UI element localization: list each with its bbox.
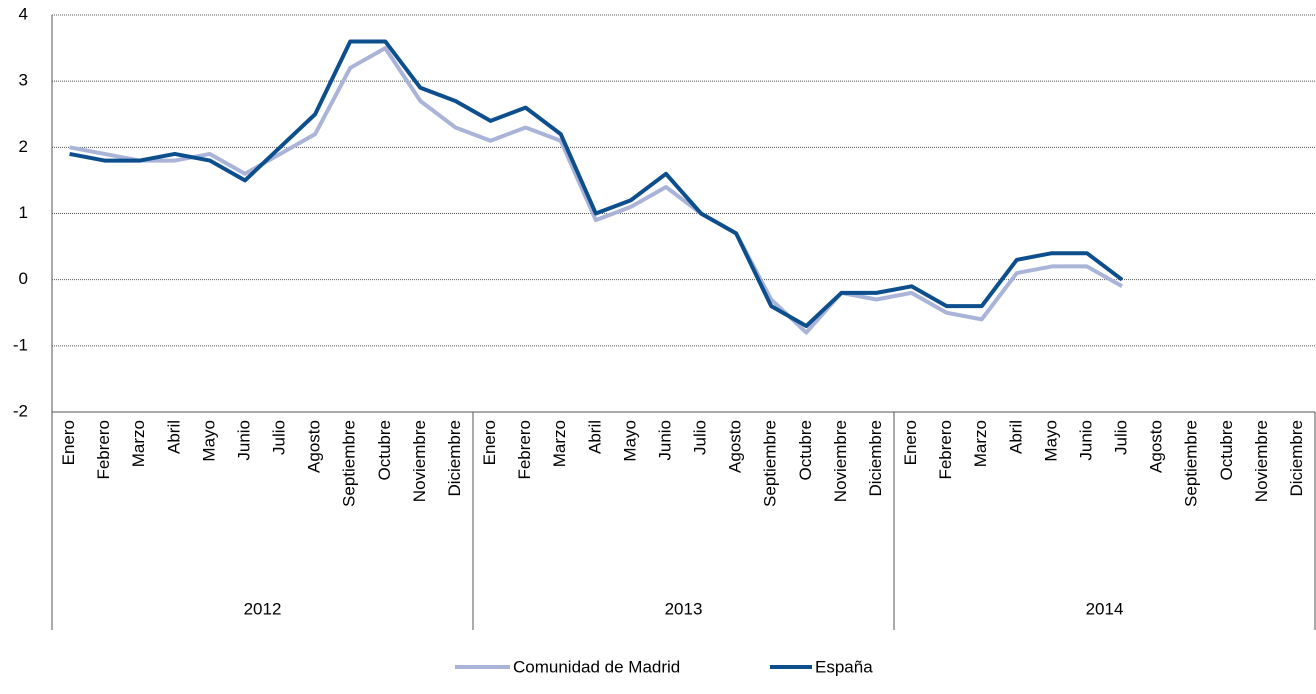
legend-label: Comunidad de Madrid xyxy=(513,657,680,676)
x-tick-label: Mayo xyxy=(199,420,218,462)
x-tick-label: Septiembre xyxy=(1182,420,1201,507)
x-tick-label: Noviembre xyxy=(410,420,429,502)
x-tick-label: Julio xyxy=(1112,420,1131,455)
y-tick-label: 2 xyxy=(19,137,28,156)
group-label: 2012 xyxy=(244,599,282,618)
x-tick-label: Noviembre xyxy=(1252,420,1271,502)
x-tick-label: Octubre xyxy=(796,420,815,480)
x-tick-label: Febrero xyxy=(515,420,534,480)
x-tick-label: Febrero xyxy=(936,420,955,480)
y-tick-label: 0 xyxy=(19,269,28,288)
x-tick-label: Agosto xyxy=(726,420,745,473)
x-tick-label: Abril xyxy=(1006,420,1025,454)
y-tick-label: 1 xyxy=(19,203,28,222)
x-tick-label: Octubre xyxy=(1217,420,1236,480)
x-tick-label: Marzo xyxy=(971,420,990,467)
x-tick-label: Abril xyxy=(164,420,183,454)
y-tick-label: 4 xyxy=(19,4,28,23)
x-tick-label: Diciembre xyxy=(445,420,464,497)
x-tick-label: Enero xyxy=(59,420,78,465)
x-tick-label: Marzo xyxy=(550,420,569,467)
y-tick-label: -1 xyxy=(13,335,28,354)
x-tick-label: Abril xyxy=(585,420,604,454)
legend-label: España xyxy=(815,657,873,676)
x-tick-label: Noviembre xyxy=(831,420,850,502)
x-tick-label: Enero xyxy=(480,420,499,465)
x-tick-label: Mayo xyxy=(1041,420,1060,462)
x-tick-label: Julio xyxy=(691,420,710,455)
x-tick-label: Marzo xyxy=(129,420,148,467)
x-tick-label: Febrero xyxy=(94,420,113,480)
x-tick-label: Diciembre xyxy=(866,420,885,497)
x-tick-label: Agosto xyxy=(1147,420,1166,473)
series-line xyxy=(69,46,1124,335)
x-tick-label: Junio xyxy=(234,420,253,461)
x-tick-label: Octubre xyxy=(375,420,394,480)
x-tick-label: Junio xyxy=(655,420,674,461)
x-tick-label: Julio xyxy=(270,420,289,455)
x-tick-label: Septiembre xyxy=(340,420,359,507)
group-label: 2013 xyxy=(665,599,703,618)
x-tick-label: Junio xyxy=(1076,420,1095,461)
y-tick-label: 3 xyxy=(19,71,28,90)
x-tick-label: Diciembre xyxy=(1287,420,1306,497)
y-tick-label: -2 xyxy=(13,401,28,420)
series-line xyxy=(69,39,1124,328)
x-tick-label: Agosto xyxy=(305,420,324,473)
x-tick-label: Enero xyxy=(901,420,920,465)
x-tick-label: Septiembre xyxy=(761,420,780,507)
x-tick-label: Mayo xyxy=(620,420,639,462)
group-label: 2014 xyxy=(1086,599,1124,618)
